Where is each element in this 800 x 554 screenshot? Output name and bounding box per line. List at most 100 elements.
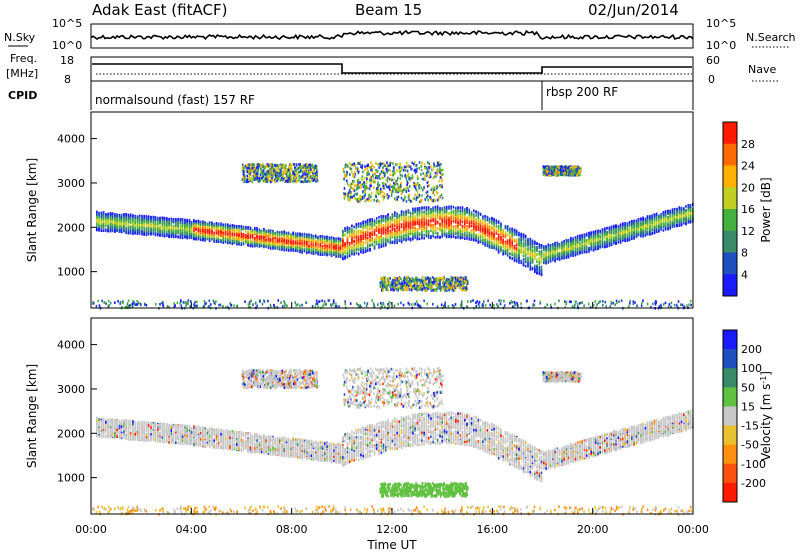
scatter-cell xyxy=(166,228,168,231)
scatter-cell xyxy=(157,222,159,226)
scatter-cell xyxy=(294,249,297,252)
scatter-cell xyxy=(161,230,164,233)
scatter-cell xyxy=(493,221,495,225)
scatter-cell xyxy=(251,244,254,248)
scatter-cell xyxy=(515,233,518,236)
scatter-cell xyxy=(290,238,292,242)
scatter-cell xyxy=(197,219,200,223)
scatter-cell xyxy=(129,219,132,223)
scatter-cell xyxy=(448,235,450,239)
scatter-cell xyxy=(457,213,459,217)
scatter-cell xyxy=(247,232,249,236)
scatter-cell xyxy=(461,217,464,220)
scatter-cell xyxy=(432,234,434,238)
scatter-cell xyxy=(317,236,319,239)
scatter-cell xyxy=(423,206,425,209)
scatter-cell xyxy=(504,247,507,250)
nsky-panel xyxy=(90,23,694,49)
scatter-cell xyxy=(484,220,486,224)
scatter-cell xyxy=(206,222,209,226)
scatter-cell xyxy=(127,213,130,217)
scatter-cell xyxy=(143,219,145,222)
scatter-cell xyxy=(362,234,364,238)
scatter-cell xyxy=(364,250,367,254)
scatter-cell xyxy=(222,228,224,231)
scatter-cell xyxy=(265,241,267,244)
scatter-cell xyxy=(317,251,319,255)
scatter-cell xyxy=(233,226,236,230)
scatter-cell xyxy=(436,227,439,231)
scatter-cell xyxy=(215,227,218,230)
scatter-cell xyxy=(333,251,335,255)
scatter-cell xyxy=(222,239,224,242)
scatter-cell xyxy=(450,226,452,230)
scatter-cell xyxy=(513,238,516,241)
scatter-cell xyxy=(147,226,150,230)
scatter-cell xyxy=(152,226,155,230)
scatter-cell xyxy=(403,212,405,215)
scatter-cell xyxy=(459,214,462,218)
scatter-cell xyxy=(513,252,516,256)
scatter-cell xyxy=(168,230,170,234)
scatter-cell xyxy=(136,232,139,235)
scatter-cell xyxy=(506,226,509,230)
scatter-cell xyxy=(319,253,322,256)
scatter-cell xyxy=(249,244,252,248)
scatter-cell xyxy=(425,215,428,218)
scatter-cell xyxy=(123,216,125,220)
scatter-cell xyxy=(398,228,401,231)
scatter-cell xyxy=(217,239,220,243)
date-title: 02/Jun/2014 xyxy=(588,1,679,19)
scatter-cell xyxy=(391,233,394,237)
scatter-cell xyxy=(263,230,265,234)
scatter-cell xyxy=(506,248,509,252)
scatter-cell xyxy=(418,211,421,214)
scatter-cell xyxy=(184,221,186,225)
scatter-cell xyxy=(188,234,191,238)
scatter-cell xyxy=(412,211,414,215)
scatter-cell xyxy=(224,235,227,238)
scatter-cell xyxy=(328,248,331,252)
scatter-cell xyxy=(163,235,166,238)
scatter-cell xyxy=(373,247,376,250)
scatter-cell xyxy=(479,225,482,229)
scatter-cell xyxy=(475,226,477,229)
scatter-cell xyxy=(464,216,466,219)
scatter-cell xyxy=(272,234,274,238)
scatter-cell xyxy=(303,235,306,238)
scatter-cell xyxy=(159,234,161,237)
scatter-cell xyxy=(468,224,471,228)
scatter-cell xyxy=(114,223,116,227)
scatter-cell xyxy=(127,220,130,223)
scatter-cell xyxy=(224,231,227,234)
scatter-cell xyxy=(319,238,322,242)
scatter-cell xyxy=(256,238,258,242)
scatter-cell xyxy=(215,232,218,235)
scatter-cell xyxy=(224,240,227,244)
scatter-cell xyxy=(364,220,367,223)
scatter-cell xyxy=(258,237,261,240)
scatter-cell xyxy=(448,231,450,234)
scatter-cell xyxy=(269,229,272,233)
scatter-cell xyxy=(190,235,193,239)
scatter-cell xyxy=(491,234,493,238)
scatter-cell xyxy=(272,243,274,247)
scatter-cell xyxy=(396,241,398,244)
scatter-cell xyxy=(342,230,344,234)
scatter-cell xyxy=(509,241,511,245)
scatter-cell xyxy=(175,218,177,222)
scatter-cell xyxy=(193,224,195,228)
scatter-cell xyxy=(518,257,520,260)
scatter-cell xyxy=(220,226,222,230)
scatter-cell xyxy=(425,234,428,238)
scatter-cell xyxy=(348,246,351,249)
scatter-cell xyxy=(96,218,98,221)
scatter-cell xyxy=(319,243,322,246)
scatter-cell xyxy=(524,258,527,262)
scatter-cell xyxy=(102,212,105,216)
scatter-cell xyxy=(116,217,118,220)
scatter-cell xyxy=(391,214,394,217)
scatter-cell xyxy=(265,230,267,234)
scatter-cell xyxy=(267,242,270,246)
scatter-cell xyxy=(116,229,118,232)
